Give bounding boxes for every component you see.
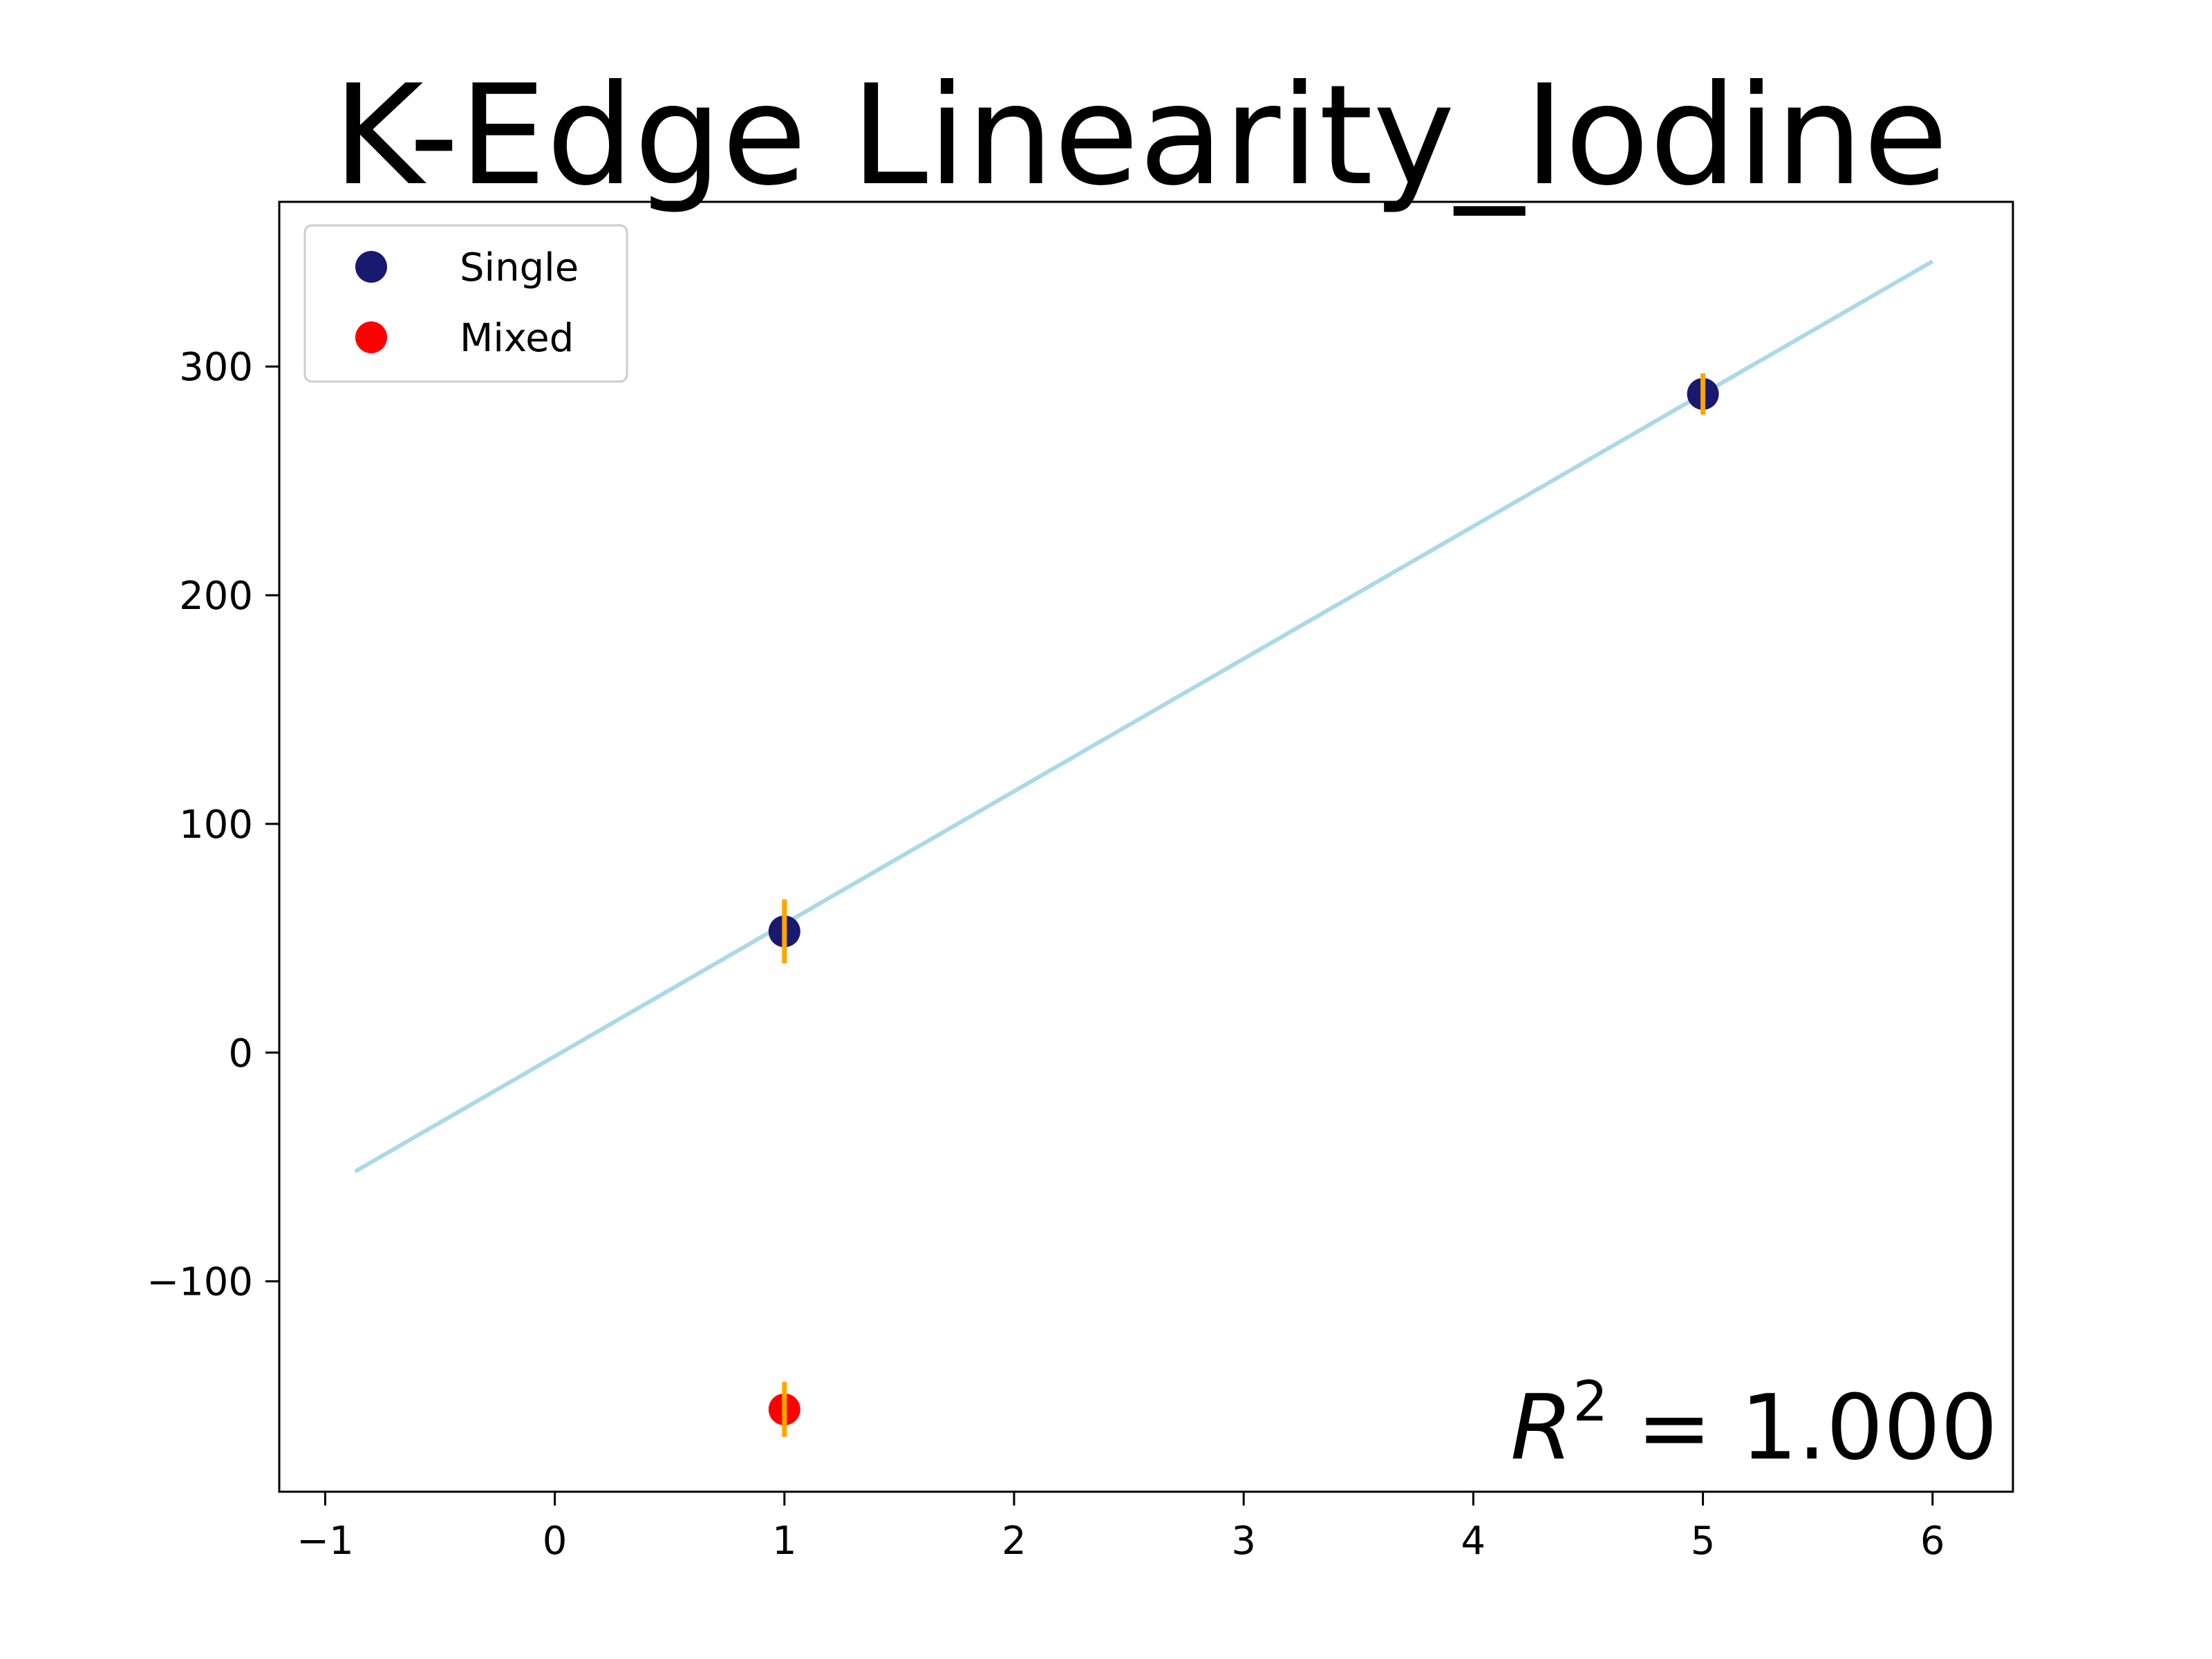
- x-tick-label: 5: [1691, 1519, 1716, 1564]
- legend: Single Mixed: [303, 224, 628, 383]
- plot-frame: [278, 200, 2014, 1493]
- fit-line: [354, 259, 1934, 1174]
- r-squared-value: = 1.000: [1608, 1375, 1998, 1480]
- r-squared-annotation: R2 = 1.000: [1510, 1369, 1998, 1480]
- x-tick-label: 3: [1231, 1519, 1256, 1564]
- x-tick-label: 2: [1002, 1519, 1027, 1564]
- x-axis: −1 0 1 2 3 4 5 6: [297, 1492, 1945, 1564]
- plot-area: [278, 200, 2014, 1493]
- r-squared-exponent: 2: [1573, 1369, 1608, 1434]
- legend-marker-single: [355, 251, 387, 283]
- y-tick-label: −100: [147, 1260, 253, 1305]
- legend-label-mixed: Mixed: [460, 316, 574, 361]
- legend-label-single: Single: [460, 245, 579, 290]
- r-squared-symbol: R: [1510, 1375, 1573, 1480]
- x-tick-label: 4: [1461, 1519, 1486, 1564]
- x-tick-label: 1: [772, 1519, 797, 1564]
- chart-title: K-Edge Linearity_Iodine: [333, 55, 1949, 216]
- y-tick-label: 0: [228, 1031, 253, 1076]
- y-tick-label: 200: [179, 574, 253, 619]
- x-tick-label: 6: [1920, 1519, 1945, 1564]
- x-tick-label: −1: [297, 1519, 354, 1564]
- data-points-layer: [768, 373, 1719, 1437]
- x-tick-label: 0: [543, 1519, 568, 1564]
- y-tick-label: 300: [179, 345, 253, 390]
- fit-line-layer: [354, 259, 1934, 1174]
- legend-marker-mixed: [355, 321, 387, 353]
- y-axis: −100 0 100 200 300: [147, 345, 279, 1305]
- y-tick-label: 100: [179, 803, 253, 847]
